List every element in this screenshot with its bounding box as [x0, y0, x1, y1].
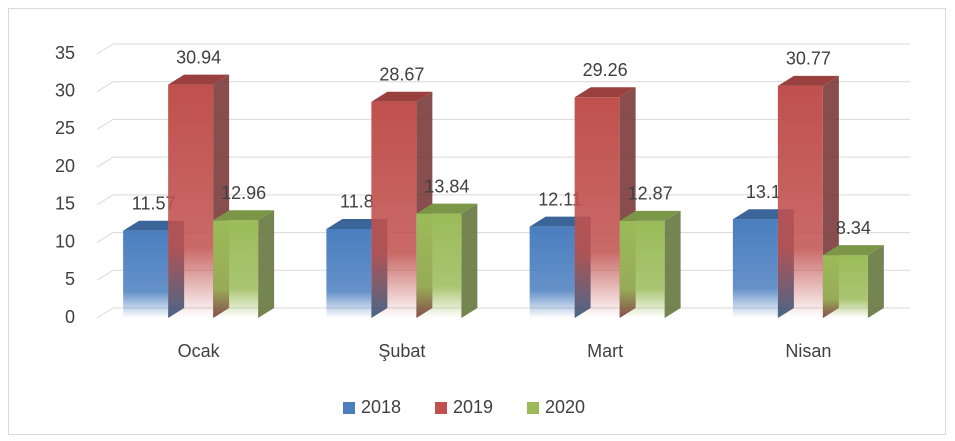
- data-label: 30.94: [176, 47, 221, 67]
- bar-side: [867, 245, 884, 318]
- bar: [168, 84, 214, 319]
- x-tick-label: Mart: [587, 341, 623, 361]
- bar: [416, 213, 462, 318]
- legend-swatch: [343, 402, 355, 414]
- grid-depth: [96, 232, 114, 243]
- bar-side: [461, 203, 478, 318]
- legend-label: 2020: [545, 397, 585, 417]
- legend-swatch: [435, 402, 447, 414]
- bar: [371, 101, 417, 319]
- bar: [529, 226, 575, 318]
- data-label: 11.8: [340, 192, 374, 212]
- grid-depth: [96, 194, 114, 206]
- grid-depth: [96, 156, 114, 168]
- x-tick-label: Şubat: [378, 341, 425, 361]
- bar: [326, 228, 372, 318]
- data-label: 8.34: [836, 218, 871, 238]
- bar-top: [168, 74, 230, 85]
- bar-top: [619, 210, 681, 221]
- data-label: 12.96: [221, 183, 266, 203]
- data-label: 12.11: [538, 189, 582, 209]
- data-label: 11.57: [132, 193, 176, 213]
- y-tick-label: 35: [55, 43, 75, 63]
- data-label: 12.87: [628, 184, 673, 204]
- bar: [732, 219, 778, 318]
- bar-top: [371, 91, 433, 102]
- bar: [123, 230, 169, 318]
- grid-depth: [96, 269, 114, 281]
- grid-depth: [96, 119, 114, 130]
- grid-depth: [96, 307, 114, 319]
- legend-label: 2019: [453, 397, 493, 417]
- legend-swatch: [527, 402, 539, 414]
- bar: [574, 97, 620, 319]
- data-label: 13.84: [424, 176, 469, 196]
- bar: [777, 85, 823, 319]
- x-tick-label: Ocak: [178, 341, 221, 361]
- y-tick-label: 0: [65, 307, 75, 327]
- bar-side: [664, 210, 681, 318]
- y-tick-label: 30: [55, 80, 75, 100]
- x-tick-label: Nisan: [785, 341, 831, 361]
- y-tick-label: 25: [55, 118, 75, 138]
- grid-depth: [96, 43, 114, 55]
- y-tick-label: 15: [55, 194, 75, 214]
- bar: [619, 220, 665, 318]
- bar-top: [777, 75, 839, 86]
- data-label: 30.77: [786, 49, 831, 69]
- data-label: 13.1: [746, 182, 781, 202]
- bar-top: [822, 245, 884, 256]
- bar-side: [258, 210, 275, 318]
- grid-depth: [96, 81, 114, 93]
- y-tick-label: 5: [65, 269, 75, 289]
- bar-top: [213, 210, 275, 221]
- legend-label: 2018: [361, 397, 401, 417]
- bar-top: [574, 87, 636, 98]
- y-tick-label: 10: [55, 231, 75, 251]
- bar-top: [416, 203, 478, 214]
- data-label: 29.26: [583, 60, 628, 80]
- y-tick-label: 20: [55, 156, 75, 176]
- data-label: 28.67: [379, 64, 424, 84]
- bar: [822, 255, 868, 318]
- bar: [213, 220, 259, 318]
